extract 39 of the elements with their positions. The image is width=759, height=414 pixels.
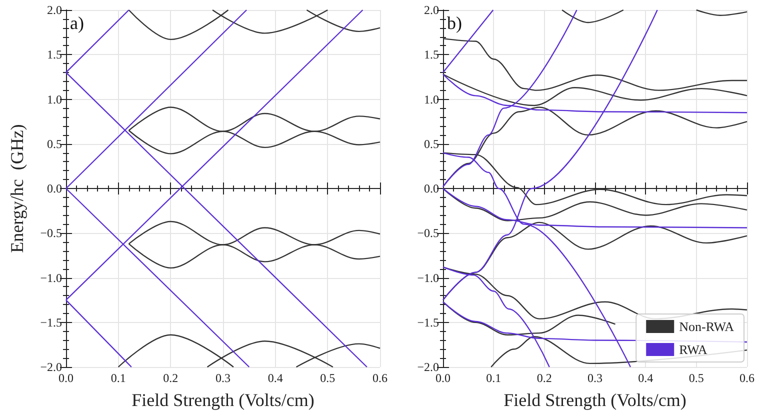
x-tick-label: 0.6 <box>372 371 388 385</box>
x-tick-label: 0.0 <box>58 371 74 385</box>
x-tick-label: 0.3 <box>216 371 230 385</box>
y-tick-label: −1.0 <box>40 270 62 285</box>
y-tick-label: −1.5 <box>417 315 439 330</box>
y-tick-label: 1.0 <box>47 92 62 106</box>
y-tick-label: 0.5 <box>424 136 439 151</box>
x-tick-label: 0.4 <box>268 371 283 385</box>
y-tick-label: −1.0 <box>417 270 439 285</box>
x-tick-label: 0.4 <box>638 371 654 385</box>
y-tick-label: −2.0 <box>40 360 62 374</box>
y-tick-label: 2.0 <box>47 3 62 17</box>
x-tick-label: 0.3 <box>588 371 602 385</box>
x-axis-title: Field Strength (Volts/cm) <box>132 390 314 410</box>
legend-label: RWA <box>679 342 708 357</box>
x-tick-label: 0.6 <box>740 371 754 385</box>
y-tick-label: −0.5 <box>40 226 62 240</box>
x-tick-label: 0.0 <box>436 371 450 385</box>
x-axis-title: Field Strength (Volts/cm) <box>504 390 686 410</box>
y-tick-label: 1.5 <box>424 48 439 62</box>
y-tick-label: 1.0 <box>424 92 439 106</box>
y-tick-label: −2.0 <box>417 360 439 374</box>
y-axis-title: Energy/hc (GHz) <box>7 124 27 253</box>
x-tick-label: 0.5 <box>688 371 704 385</box>
legend-label: Non-RWA <box>679 319 735 334</box>
x-tick-label: 0.2 <box>536 371 552 385</box>
y-tick-label: −1.5 <box>40 315 62 330</box>
x-tick-label: 0.5 <box>320 371 336 385</box>
y-tick-label: −0.5 <box>417 226 439 240</box>
x-tick-label: 0.1 <box>110 371 126 385</box>
y-tick-label: 1.5 <box>47 48 62 62</box>
y-tick-label: 0.0 <box>424 182 439 196</box>
x-tick-label: 0.2 <box>163 371 178 385</box>
y-tick-label: 0.0 <box>47 182 62 196</box>
annotation: b) <box>447 13 462 33</box>
annotation: a) <box>70 13 84 33</box>
x-tick-label: 0.1 <box>486 371 502 385</box>
y-tick-label: 2.0 <box>424 3 439 17</box>
y-tick-label: 0.5 <box>47 136 62 151</box>
